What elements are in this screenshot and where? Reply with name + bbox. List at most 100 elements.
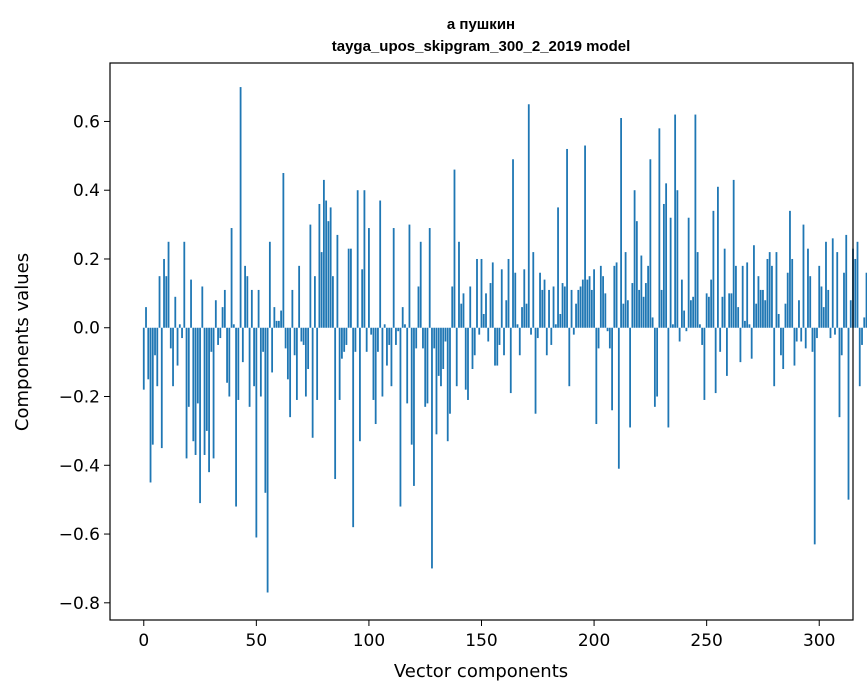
- bar-263: [735, 265, 737, 328]
- bar-210: [615, 262, 618, 328]
- bar-190: [570, 289, 573, 328]
- bar-286: [786, 272, 789, 328]
- bar-18: [183, 241, 186, 328]
- bar-148: [476, 258, 478, 328]
- bar-2: [147, 327, 150, 380]
- bar-71: [302, 327, 305, 345]
- bar-50: [255, 327, 258, 538]
- bar-303: [825, 241, 827, 328]
- bar-126: [426, 327, 429, 404]
- bar-212: [620, 118, 622, 328]
- bar-248: [701, 327, 704, 345]
- bar-233: [667, 327, 670, 428]
- bar-144: [467, 327, 469, 400]
- bar-246: [696, 252, 699, 328]
- bar-297: [811, 327, 814, 352]
- bar-196: [584, 145, 586, 328]
- bar-65: [289, 327, 292, 418]
- bar-276: [764, 300, 767, 328]
- bar-82: [327, 221, 330, 328]
- bar-87: [338, 327, 341, 400]
- bar-113: [397, 327, 400, 332]
- bar-26: [201, 286, 204, 328]
- bar-238: [678, 327, 681, 342]
- bar-260: [728, 293, 731, 328]
- bar-99: [365, 327, 368, 352]
- bar-162: [507, 258, 510, 328]
- bar-114: [399, 327, 402, 507]
- bar-155: [491, 262, 494, 328]
- bar-57: [271, 327, 274, 373]
- bar-304: [827, 289, 830, 328]
- chart-title-line2: tayga_upos_skipgram_300_2_2019 model: [332, 38, 631, 55]
- bar-245: [694, 114, 697, 328]
- bar-83: [329, 207, 332, 328]
- y-tick-label-2: 0.2: [73, 250, 100, 270]
- bar-247: [699, 324, 701, 328]
- bar-220: [638, 289, 641, 328]
- bar-204: [602, 276, 604, 328]
- bar-43: [239, 87, 242, 328]
- bar-147: [473, 327, 476, 356]
- bar-115: [401, 307, 404, 328]
- bar-168: [521, 307, 523, 328]
- bars-group: [142, 87, 867, 593]
- bar-258: [723, 248, 726, 328]
- bar-159: [500, 269, 503, 328]
- x-axis-label: Vector components: [394, 661, 568, 682]
- bar-100: [368, 228, 370, 328]
- bar-63: [284, 327, 287, 349]
- bar-68: [295, 327, 298, 400]
- bar-16: [178, 324, 181, 328]
- bar-305: [829, 327, 832, 339]
- bar-221: [640, 255, 643, 328]
- y-tick-label-6: −0.6: [59, 525, 100, 545]
- bar-174: [534, 327, 537, 414]
- bar-123: [419, 241, 422, 328]
- bar-145: [469, 286, 472, 328]
- bar-169: [523, 269, 526, 328]
- bar-269: [748, 324, 751, 328]
- bar-110: [390, 327, 393, 387]
- bar-189: [568, 327, 571, 387]
- bar-170: [525, 303, 528, 328]
- bar-272: [755, 303, 758, 328]
- bar-37: [226, 327, 228, 383]
- bar-292: [800, 327, 803, 342]
- bar-317: [856, 241, 859, 328]
- bar-103: [374, 327, 377, 425]
- bar-191: [572, 327, 575, 335]
- bar-108: [386, 327, 388, 366]
- bar-278: [768, 252, 771, 328]
- bar-120: [413, 327, 415, 486]
- bar-186: [561, 283, 564, 328]
- bar-88: [341, 327, 343, 359]
- bar-259: [726, 327, 728, 376]
- bar-279: [771, 265, 773, 328]
- bar-252: [710, 279, 713, 328]
- bar-313: [847, 327, 850, 500]
- bar-206: [606, 327, 609, 332]
- bar-58: [273, 307, 276, 328]
- bar-11: [167, 241, 170, 328]
- bar-25: [199, 327, 201, 504]
- bar-182: [552, 286, 555, 328]
- bar-32: [214, 300, 217, 328]
- bar-257: [721, 296, 724, 328]
- bar-29: [208, 327, 210, 473]
- bar-17: [181, 327, 183, 339]
- bar-35: [221, 307, 224, 328]
- bar-45: [244, 265, 246, 328]
- bar-192: [575, 303, 577, 328]
- bar-235: [671, 324, 674, 328]
- bar-225: [649, 159, 652, 328]
- bar-130: [435, 327, 438, 435]
- bar-236: [674, 114, 677, 328]
- bar-62: [282, 173, 285, 328]
- bar-151: [482, 313, 485, 328]
- bar-38: [228, 327, 231, 397]
- bar-39: [230, 228, 233, 328]
- bar-137: [451, 286, 454, 328]
- bar-320: [863, 317, 866, 328]
